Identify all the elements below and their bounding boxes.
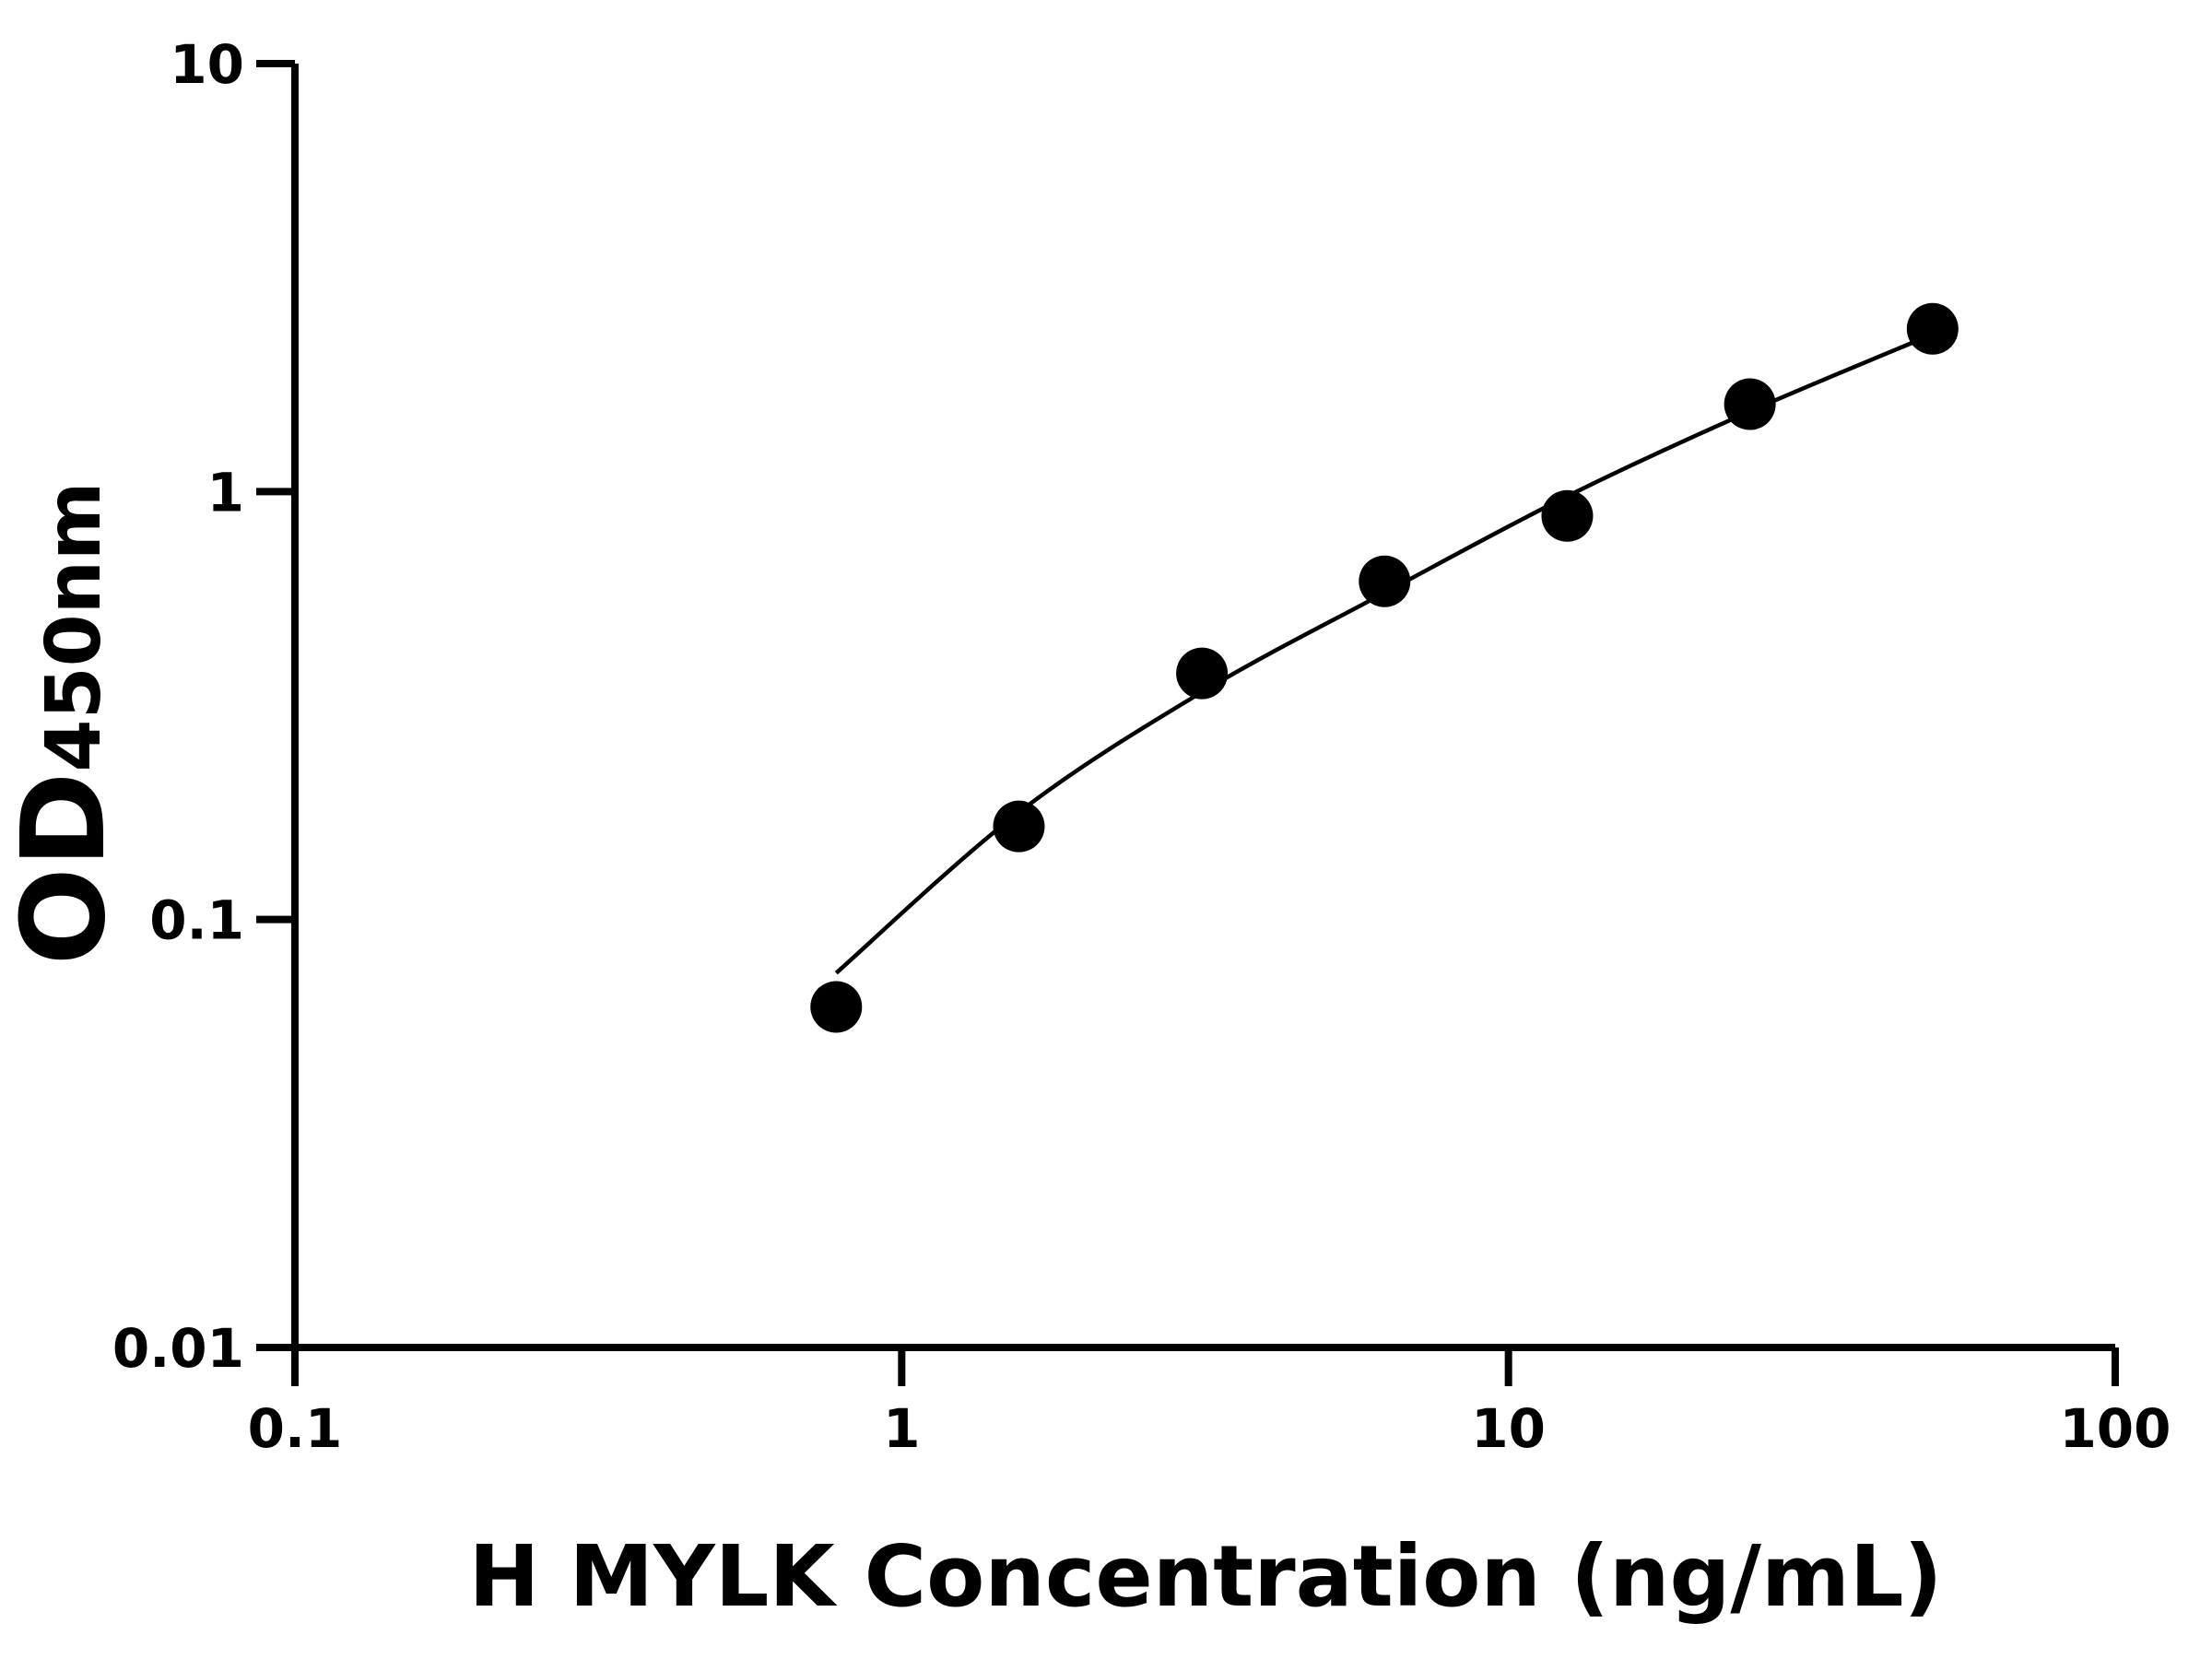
y-tick-label: 1 [207,461,244,524]
data-point [993,800,1045,853]
data-point [1724,378,1776,430]
x-tick-label: 100 [2059,1397,2171,1460]
y-tick-label: 10 [170,33,244,96]
data-point [1541,489,1594,542]
y-tick-label: 0.1 [149,889,244,952]
y-axis-title-subscript: 450nm [30,481,118,771]
x-tick-label: 1 [883,1397,920,1460]
y-axis-title: OD450nm [0,481,131,965]
y-tick-label: 0.01 [112,1317,244,1380]
x-tick-label: 10 [1471,1397,1546,1460]
data-point [810,981,863,1033]
x-tick-label: 0.1 [248,1397,343,1460]
y-axis-title-main: OD [0,771,131,965]
x-axis-title: H MYLK Concentration (ng/mL) [469,1527,1943,1626]
data-point [1176,647,1229,700]
data-point [1359,555,1411,607]
data-point [1906,302,1959,355]
fit-curve [834,332,1934,975]
